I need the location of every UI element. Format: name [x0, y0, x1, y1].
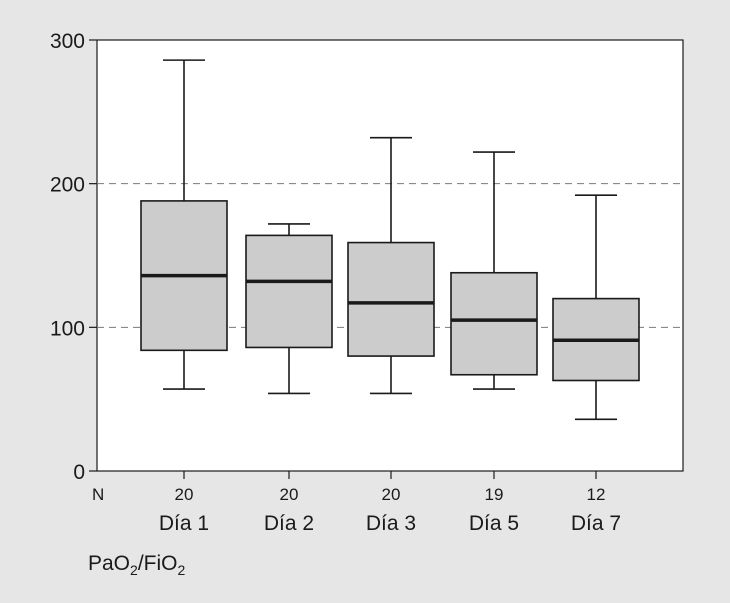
box-5 — [552, 194, 640, 421]
category-label: Día 3 — [366, 512, 416, 535]
n-value: 12 — [587, 485, 606, 504]
y-axis-title: PaO2/FiO2 — [88, 552, 186, 578]
n-axis-label: N — [92, 485, 104, 504]
category-label: Día 1 — [159, 512, 209, 535]
iqr-box — [245, 234, 333, 349]
box-2 — [245, 223, 333, 395]
box-1 — [140, 59, 228, 390]
iqr-box — [347, 241, 435, 357]
n-value: 20 — [382, 485, 401, 504]
n-value: 19 — [485, 485, 504, 504]
y-tick-label: 100 — [50, 317, 85, 340]
y-tick-label: 0 — [73, 461, 85, 484]
category-label: Día 7 — [571, 512, 621, 535]
box-3 — [347, 136, 435, 395]
iqr-box — [450, 271, 538, 376]
x-axis: 20 Día 1 20 Día 2 20 Día 3 19 Día 5 12 Día 7 — [159, 471, 621, 535]
n-value: 20 — [175, 485, 194, 504]
category-label: Día 2 — [264, 512, 314, 535]
y-tick-label: 300 — [50, 30, 85, 53]
category-label: Día 5 — [469, 512, 519, 535]
n-value: 20 — [280, 485, 299, 504]
y-tick-label: 200 — [50, 174, 85, 197]
y-axis: 0 100 200 300 — [50, 30, 97, 484]
box-4 — [450, 151, 538, 390]
boxes — [140, 59, 640, 421]
